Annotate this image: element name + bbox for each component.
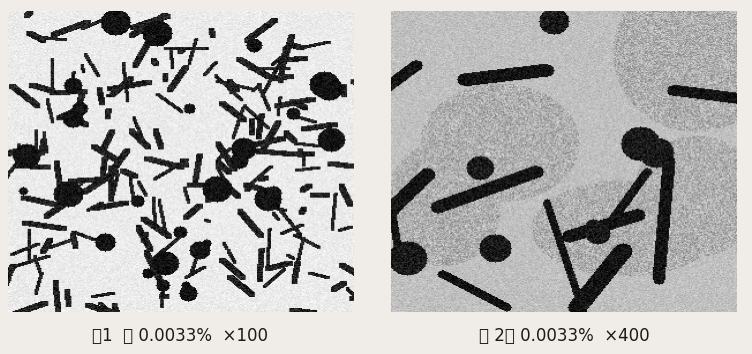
Text: 图1  铅 0.0033%  ×100: 图1 铅 0.0033% ×100: [92, 327, 268, 345]
Text: 图 2铅 0.0033%  ×400: 图 2铅 0.0033% ×400: [479, 327, 649, 345]
